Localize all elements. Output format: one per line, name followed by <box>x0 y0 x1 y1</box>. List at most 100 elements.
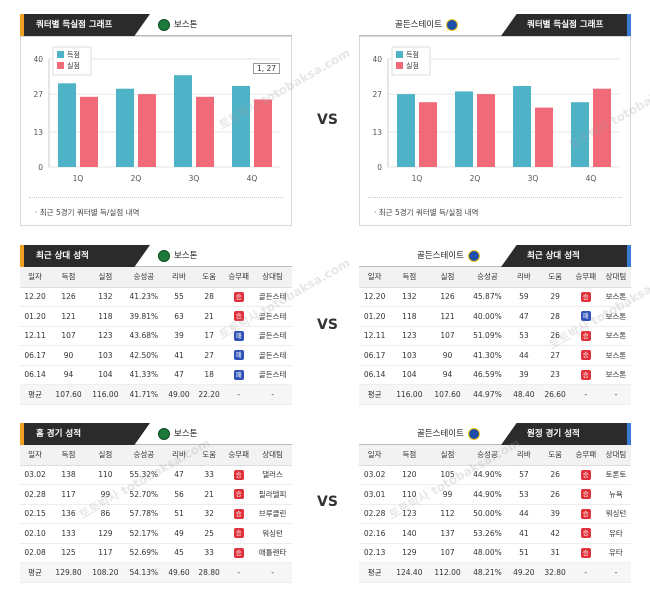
table-cell: 47 <box>508 306 540 327</box>
table-cell: 126 <box>428 287 467 307</box>
column-header[interactable]: 상대팀 <box>600 267 631 288</box>
column-header[interactable]: 도움 <box>194 267 225 288</box>
column-header[interactable]: 도움 <box>539 267 571 288</box>
bar-score[interactable] <box>571 102 589 167</box>
bar-concede[interactable] <box>254 99 272 168</box>
table-cell: 31 <box>539 543 571 563</box>
recent-table-boston: 일자 득점 실점 승성공 리바 도움 승무패 상대팀 12.20 126 132 41.23% 55 28… <box>20 267 292 405</box>
table-row: 01.20 118 121 40.00% 47 28 패 보스톤 <box>359 306 631 327</box>
column-header[interactable]: 실점 <box>86 267 124 288</box>
bar-score[interactable] <box>455 91 473 167</box>
column-header[interactable]: 득점 <box>50 267 87 288</box>
table-cell: 03.02 <box>20 465 51 485</box>
table-header-row: 일자 득점 실점 승성공 리바 도움 승무패 상대팀 <box>20 445 292 466</box>
win-badge-icon: 승 <box>233 291 244 302</box>
bar-score[interactable] <box>232 86 250 167</box>
team-label-gsw: 골든스테이트 <box>395 14 458 36</box>
column-header[interactable]: 승성공 <box>466 267 509 288</box>
table-cell: 32.80 <box>539 562 571 583</box>
table-row: 02.15 136 86 57.78% 51 32 승 브루클린 <box>20 504 292 524</box>
table-cell: 41.23% <box>123 287 164 307</box>
table-cell: 21 <box>194 484 225 505</box>
column-header[interactable]: 승성공 <box>466 445 509 466</box>
table-cell: 골든스테 <box>253 365 292 385</box>
column-header[interactable]: 리바 <box>508 445 540 466</box>
column-header[interactable]: 상대팀 <box>253 445 292 466</box>
column-header[interactable]: 득점 <box>50 445 87 466</box>
win-badge-icon: 승 <box>233 489 244 500</box>
table-cell: 55.32% <box>123 465 164 485</box>
column-header[interactable]: 승무패 <box>224 445 254 466</box>
table-cell: 애틀랜타 <box>253 543 292 563</box>
column-header[interactable]: 리바 <box>508 267 540 288</box>
table-row: 02.28 123 112 50.00% 44 39 승 워싱턴 <box>359 504 631 524</box>
column-header[interactable]: 상대팀 <box>253 267 292 288</box>
y-tick-label: 27 <box>372 90 382 99</box>
column-header[interactable]: 득점 <box>390 267 429 288</box>
bar-score[interactable] <box>174 75 192 167</box>
bar-concede[interactable] <box>477 94 495 167</box>
table-cell: 44.90% <box>466 484 509 505</box>
column-header[interactable]: 실점 <box>428 267 467 288</box>
average-row: 평균 129.80 108.20 54.13% 49.60 28.80- - <box>20 562 292 583</box>
result-cell: 패 <box>570 306 601 327</box>
table-header-row: 일자 득점 실점 승성공 리바 도움 승무패 상대팀 <box>359 445 631 466</box>
celtics-logo-icon <box>158 428 170 440</box>
bar-concede[interactable] <box>419 102 437 167</box>
table-row: 02.13 129 107 48.00% 51 31 승 유타 <box>359 543 631 563</box>
column-header[interactable]: 일자 <box>20 445 51 466</box>
column-header[interactable]: 상대팀 <box>600 445 631 466</box>
column-header[interactable]: 도움 <box>539 445 571 466</box>
win-badge-icon: 승 <box>580 291 591 302</box>
table-cell: 유타 <box>600 543 631 563</box>
table-cell: 44 <box>508 504 540 524</box>
table-cell: 46.59% <box>466 365 509 385</box>
table-cell: 50.00% <box>466 504 509 524</box>
column-header[interactable]: 득점 <box>390 445 429 466</box>
column-header[interactable]: 일자 <box>359 267 391 288</box>
table-cell: 29 <box>539 287 571 307</box>
column-header[interactable]: 승성공 <box>123 445 164 466</box>
result-cell: 승 <box>224 465 254 485</box>
table-cell: 45.87% <box>466 287 509 307</box>
column-header[interactable]: 리바 <box>163 445 195 466</box>
column-header[interactable]: 승무패 <box>224 267 254 288</box>
bar-score[interactable] <box>58 83 76 167</box>
table-cell: 118 <box>390 306 429 327</box>
table-cell: 02.08 <box>20 543 51 563</box>
bar-score[interactable] <box>397 94 415 167</box>
table-cell: - <box>224 562 254 583</box>
bar-score[interactable] <box>116 88 134 167</box>
table-cell: 평균 <box>20 562 51 583</box>
column-header[interactable]: 일자 <box>20 267 51 288</box>
bar-concede[interactable] <box>196 96 214 167</box>
x-tick-label: 4Q <box>247 174 258 183</box>
table-cell: - <box>570 562 601 583</box>
bar-concede[interactable] <box>535 107 553 167</box>
column-header[interactable]: 일자 <box>359 445 391 466</box>
bar-score[interactable] <box>513 86 531 167</box>
column-header[interactable]: 승무패 <box>570 267 601 288</box>
table-cell: 뉴욕 <box>600 484 631 505</box>
bar-concede[interactable] <box>80 96 98 167</box>
table-cell: 104 <box>86 365 124 385</box>
column-header[interactable]: 리바 <box>163 267 195 288</box>
table-cell: 121 <box>428 306 467 327</box>
team-label-boston: 보스톤 <box>158 245 197 267</box>
bar-concede[interactable] <box>593 88 611 167</box>
column-header[interactable]: 실점 <box>428 445 467 466</box>
column-header[interactable]: 승성공 <box>123 267 164 288</box>
y-tick-label: 0 <box>377 163 382 172</box>
table-cell: 42.50% <box>123 345 164 366</box>
table-cell: 136 <box>50 504 87 524</box>
column-header[interactable]: 도움 <box>194 445 225 466</box>
table-row: 03.02 138 110 55.32% 47 33 승 댈러스 <box>20 465 292 485</box>
table-cell: 32 <box>194 504 225 524</box>
bar-concede[interactable] <box>138 94 156 167</box>
column-header[interactable]: 실점 <box>86 445 124 466</box>
table-cell: - <box>253 384 292 405</box>
column-header[interactable]: 승무패 <box>570 445 601 466</box>
table-cell: 06.17 <box>20 345 51 366</box>
